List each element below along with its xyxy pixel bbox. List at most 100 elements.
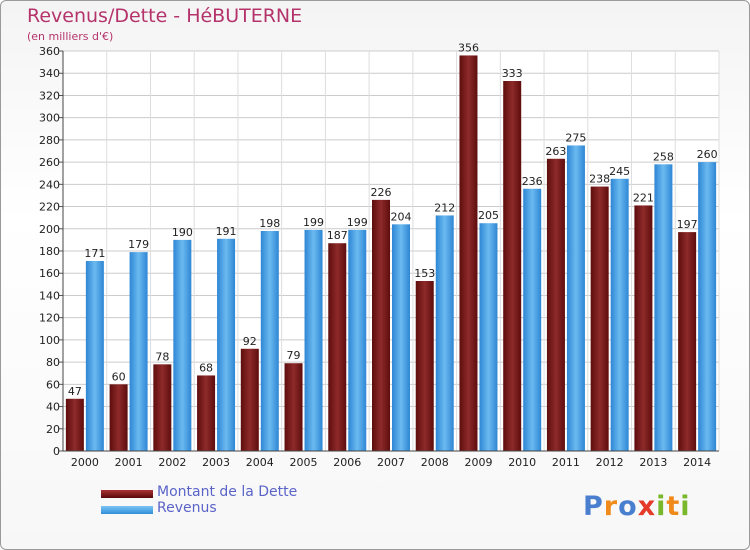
value-label-dette-2010: 333 (502, 67, 523, 80)
legend-swatch-revenus (101, 506, 153, 514)
y-tick-label: 320 (39, 89, 60, 102)
y-tick-label: 0 (53, 445, 60, 458)
bar-revenus-2014 (698, 162, 717, 451)
bar-dette-2009 (459, 55, 478, 451)
y-tick-label: 300 (39, 112, 60, 125)
value-label-revenus-2003: 191 (216, 225, 237, 238)
value-label-dette-2004: 92 (243, 335, 257, 348)
bar-dette-2013 (634, 205, 653, 451)
bar-revenus-2003 (217, 238, 236, 451)
bar-dette-2000 (65, 398, 84, 451)
value-label-revenus-2014: 260 (697, 148, 718, 161)
bar-dette-2012 (590, 186, 609, 452)
value-label-revenus-2013: 258 (653, 150, 674, 163)
y-tick-label: 20 (46, 423, 60, 436)
value-label-dette-2005: 79 (287, 349, 301, 362)
bar-revenus-2006 (348, 229, 367, 451)
chart-subtitle: (en milliers d'€) (27, 30, 114, 43)
bar-revenus-2007 (392, 224, 410, 451)
value-label-revenus-2011: 275 (565, 131, 586, 144)
y-tick-label: 160 (39, 267, 60, 280)
y-tick-label: 280 (39, 134, 60, 147)
y-tick-label: 340 (39, 67, 60, 80)
x-tick-label-2011: 2011 (552, 456, 580, 469)
logo-letter: i (656, 491, 667, 522)
value-label-dette-2001: 60 (112, 370, 126, 383)
x-tick-label-2002: 2002 (158, 456, 186, 469)
legend-item-revenus: Revenus (101, 500, 401, 518)
y-tick-label: 40 (46, 401, 60, 414)
y-tick-label: 260 (39, 156, 60, 169)
proxiti-logo: Proxiti (583, 491, 691, 522)
value-label-dette-2009: 356 (458, 41, 479, 54)
logo-letter: x (637, 491, 657, 522)
x-tick-label-2010: 2010 (508, 456, 536, 469)
bar-revenus-2008 (435, 215, 454, 451)
bar-dette-2001 (109, 384, 128, 451)
value-label-revenus-2012: 245 (609, 165, 630, 178)
bar-dette-2006 (328, 243, 347, 451)
bar-dette-2010 (503, 81, 522, 451)
bar-dette-2008 (415, 281, 434, 451)
logo-letter: i (680, 491, 691, 522)
value-label-dette-2007: 226 (371, 186, 392, 199)
x-tick-label-2008: 2008 (421, 456, 449, 469)
bar-dette-2011 (546, 158, 565, 451)
y-tick-label: 100 (39, 334, 60, 347)
y-tick-label: 240 (39, 178, 60, 191)
value-label-revenus-2010: 236 (522, 175, 543, 188)
value-label-dette-2008: 153 (414, 267, 435, 280)
logo-letter: r (603, 491, 619, 522)
bar-dette-2003 (197, 375, 216, 451)
value-label-revenus-2009: 205 (478, 209, 499, 222)
bar-revenus-2004 (260, 231, 279, 451)
x-tick-label-2009: 2009 (464, 456, 492, 469)
value-label-revenus-2008: 212 (434, 201, 455, 214)
bar-dette-2014 (678, 232, 697, 451)
value-label-dette-2012: 238 (589, 173, 610, 186)
chart-legend: Montant de la Dette Revenus (101, 484, 401, 518)
legend-swatch-dette (101, 490, 153, 498)
value-label-revenus-2001: 179 (128, 238, 149, 251)
bar-revenus-2012 (610, 178, 629, 451)
legend-item-dette: Montant de la Dette (101, 484, 401, 502)
bar-revenus-2013 (654, 164, 673, 452)
bar-revenus-2011 (566, 145, 585, 451)
value-label-dette-2002: 78 (155, 350, 169, 363)
logo-letter: P (583, 491, 604, 522)
x-tick-label-2014: 2014 (683, 456, 711, 469)
x-tick-label-2007: 2007 (377, 456, 405, 469)
x-tick-label-2005: 2005 (290, 456, 318, 469)
bar-dette-2005 (284, 363, 303, 451)
value-label-dette-2000: 47 (68, 385, 82, 398)
x-tick-label-2013: 2013 (639, 456, 667, 469)
value-label-revenus-2005: 199 (303, 216, 324, 229)
value-label-revenus-2002: 190 (172, 226, 193, 239)
value-label-revenus-2000: 171 (84, 247, 105, 260)
y-tick-label: 180 (39, 245, 60, 258)
bar-revenus-2005 (304, 229, 323, 451)
logo-letter: o (618, 491, 638, 522)
x-tick-label-2004: 2004 (246, 456, 274, 469)
bar-revenus-2009 (479, 223, 498, 451)
bar-dette-2004 (240, 348, 259, 451)
logo-letter: t (666, 491, 681, 522)
y-tick-label: 140 (39, 289, 60, 302)
y-tick-label: 360 (39, 45, 60, 58)
x-tick-label-2000: 2000 (71, 456, 99, 469)
value-label-dette-2013: 221 (633, 191, 654, 204)
value-label-revenus-2004: 198 (259, 217, 280, 230)
x-tick-label-2001: 2001 (115, 456, 143, 469)
bar-revenus-2010 (523, 188, 542, 451)
value-label-revenus-2007: 204 (391, 210, 412, 223)
value-label-dette-2003: 68 (199, 361, 213, 374)
bar-revenus-2001 (129, 252, 148, 451)
value-label-dette-2006: 187 (327, 229, 348, 242)
y-tick-label: 200 (39, 223, 60, 236)
legend-label-revenus: Revenus (157, 500, 217, 516)
bar-dette-2007 (372, 199, 390, 451)
bar-revenus-2000 (85, 261, 104, 451)
bar-dette-2002 (153, 364, 172, 451)
value-label-dette-2014: 197 (677, 218, 698, 231)
